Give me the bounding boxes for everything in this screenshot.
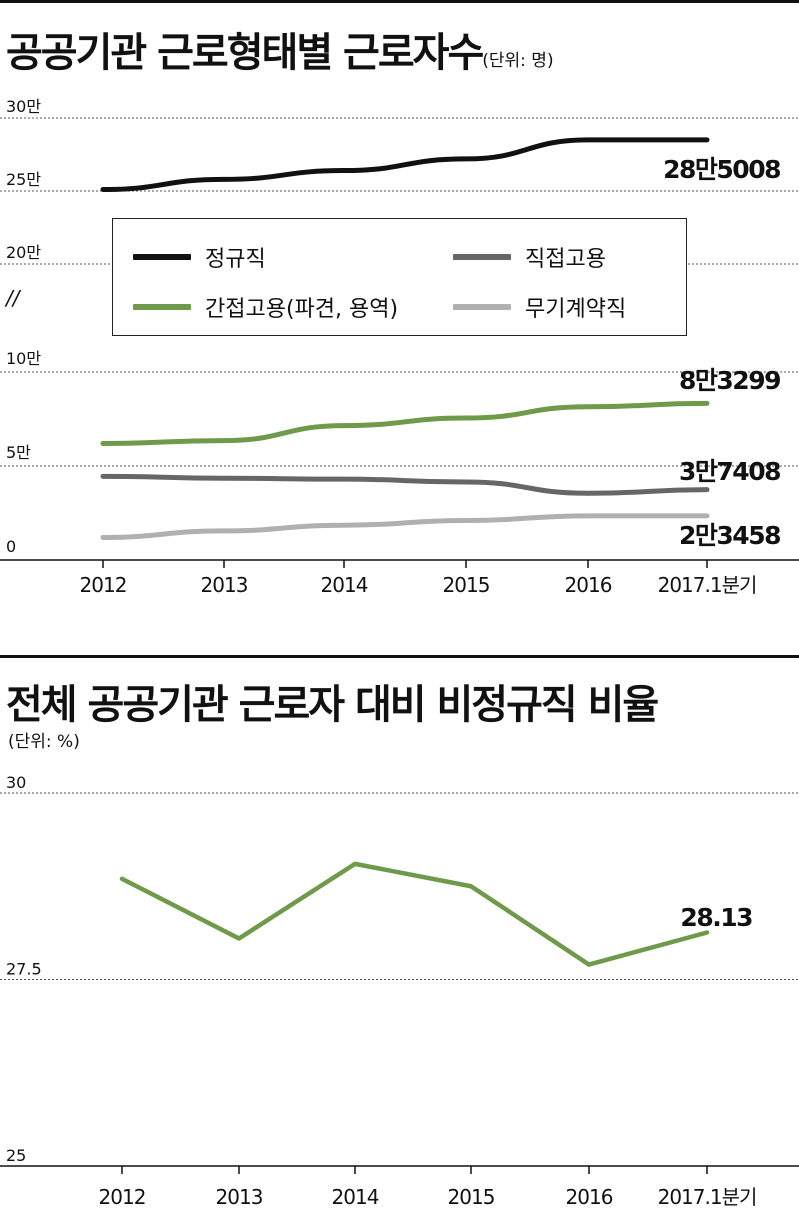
chart1-end-label-indirect: 8만3299 bbox=[679, 366, 780, 395]
chart1-end-label-indefinite: 2만3458 bbox=[679, 521, 780, 550]
legend-item-direct: 직접고용 bbox=[453, 241, 606, 273]
chart1-series-lines bbox=[100, 137, 710, 540]
legend-label-indirect: 간접고용(파견, 용역) bbox=[205, 297, 399, 322]
section-divider bbox=[0, 655, 799, 658]
legend-swatch-regular bbox=[133, 254, 191, 260]
chart1-y-ticks: 30만 25만 20만 10만 5만 0 // bbox=[4, 97, 41, 556]
chart1-x-tick-label: 2013 bbox=[201, 573, 248, 597]
chart1-line-regular bbox=[100, 137, 710, 193]
chart1-x-tick-label: 2014 bbox=[321, 573, 368, 597]
chart2-x-tick-label: 2016 bbox=[566, 1185, 613, 1209]
chart2-gridlines bbox=[0, 792, 799, 980]
chart2-end-labels: 28.13 bbox=[680, 903, 753, 932]
chart1-y-tick-label: 0 bbox=[6, 537, 16, 556]
legend-item-indefinite: 무기계약직 bbox=[453, 291, 626, 323]
chart1-unit: (단위: 명) bbox=[482, 51, 554, 71]
chart2-x-axis: 2012 2013 2014 2015 2016 2017.1분기 bbox=[0, 1165, 799, 1209]
chart2-x-tick-label: 2015 bbox=[448, 1185, 495, 1209]
chart1-legend: 정규직 직접고용 간접고용(파견, 용역) 무기계약직 bbox=[112, 218, 687, 336]
chart1-x-tick-label: 2017.1분기 bbox=[658, 573, 757, 597]
chart1-title: 공공기관 근로형태별 근로자수(단위: 명) bbox=[6, 30, 554, 76]
legend-item-indirect: 간접고용(파견, 용역) bbox=[133, 291, 398, 323]
chart1-y-tick-label: 5만 bbox=[6, 443, 31, 462]
legend-swatch-indirect bbox=[133, 304, 191, 310]
legend-label-indefinite: 무기계약직 bbox=[525, 297, 627, 322]
chart1-axis-break-mark: // bbox=[4, 286, 22, 310]
chart1-end-label-direct: 3만7408 bbox=[679, 457, 780, 486]
chart1-line-indefinite bbox=[100, 513, 710, 540]
top-rule bbox=[0, 0, 799, 3]
chart2-x-tick-label: 2017.1분기 bbox=[658, 1185, 757, 1209]
chart2-series-lines bbox=[119, 861, 710, 967]
chart2-x-tick-label: 2014 bbox=[332, 1185, 379, 1209]
chart1-end-label-regular: 28만5008 bbox=[663, 155, 780, 184]
legend-swatch-indefinite bbox=[453, 304, 511, 310]
chart2-line-ratio bbox=[119, 861, 710, 967]
chart1-y-tick-label: 25만 bbox=[6, 170, 41, 189]
chart2-y-tick-label: 27.5 bbox=[6, 960, 42, 979]
chart2-x-tick-label: 2013 bbox=[216, 1185, 263, 1209]
legend-swatch-direct bbox=[453, 254, 511, 260]
chart2-y-tick-label: 25 bbox=[6, 1146, 26, 1165]
chart1-x-axis: 2012 2013 2014 2015 2016 2017.1분기 bbox=[0, 559, 799, 597]
chart1-y-tick-label: 10만 bbox=[6, 349, 41, 368]
chart1-x-tick-label: 2016 bbox=[565, 573, 612, 597]
chart2-title: 전체 공공기관 근로자 대비 비정규직 비율 bbox=[6, 682, 659, 728]
chart2-y-ticks: 30 27.5 25 bbox=[6, 773, 42, 1165]
chart1-y-tick-label: 20만 bbox=[6, 243, 41, 262]
chart2-x-tick-label: 2012 bbox=[99, 1185, 146, 1209]
chart2-unit: (단위: %) bbox=[8, 732, 80, 752]
legend-label-direct: 직접고용 bbox=[525, 247, 606, 272]
chart2-y-tick-label: 30 bbox=[6, 773, 26, 792]
chart1-x-tick-label: 2012 bbox=[80, 573, 127, 597]
chart1-line-indirect bbox=[100, 400, 710, 446]
chart1-x-tick-label: 2015 bbox=[443, 573, 490, 597]
legend-item-regular: 정규직 bbox=[133, 241, 266, 273]
chart2-end-label: 28.13 bbox=[680, 903, 752, 932]
chart1-line-direct bbox=[100, 473, 710, 496]
chart1-y-tick-label: 30만 bbox=[6, 97, 41, 116]
legend-label-regular: 정규직 bbox=[205, 247, 266, 272]
chart1-end-labels: 28만5008 3만7408 8만3299 2만3458 bbox=[663, 155, 781, 550]
